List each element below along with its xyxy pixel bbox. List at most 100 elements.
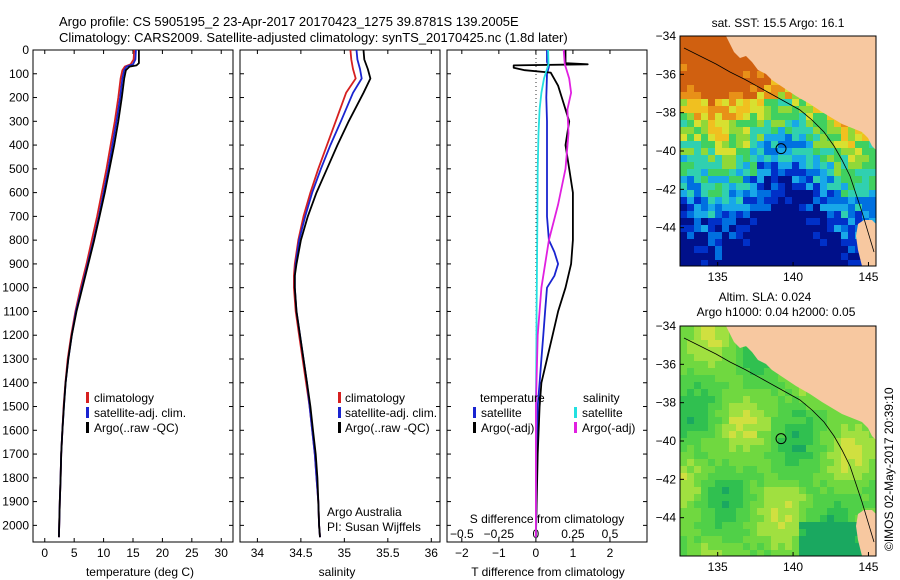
heatmap-cell [715,501,723,509]
heatmap-cell [743,438,751,446]
heatmap-cell [708,354,716,362]
heatmap-cell [757,99,765,107]
heatmap-cell [687,501,695,509]
heatmap-cell [792,162,800,170]
heatmap-cell [729,232,737,240]
heatmap-cell [764,375,772,383]
heatmap-cell [778,536,786,544]
heatmap-cell [708,438,716,446]
heatmap-cell [750,361,758,369]
heatmap-cell [771,487,779,495]
heatmap-cell [680,438,688,446]
heatmap-cell [694,162,702,170]
heatmap-cell [778,494,786,502]
heatmap-cell [694,127,702,135]
heatmap-cell [792,410,800,418]
heatmap-cell [680,403,688,411]
heatmap-cell [736,501,744,509]
heatmap-cell [813,190,821,198]
heatmap-cell [806,141,814,149]
heatmap-cell [701,57,709,65]
heatmap-cell [715,85,723,93]
heatmap-cell [806,522,814,530]
x-tick-label: 36 [425,546,439,560]
heatmap-cell [708,543,716,551]
x-tick-label: −2 [455,546,469,560]
heatmap-cell [869,466,876,474]
heatmap-cell [799,120,807,128]
heatmap-cell [680,183,688,191]
heatmap-cell [680,50,688,58]
heatmap-cell [722,211,730,219]
heatmap-cell [694,190,702,198]
heatmap-cell [694,120,702,128]
heatmap-cell [701,410,709,418]
heatmap-cell [792,169,800,177]
heatmap-cell [757,169,765,177]
heatmap-cell [799,529,807,537]
heatmap-cell [680,113,688,121]
heatmap-cell [687,445,695,453]
heatmap-cell [771,176,779,184]
heatmap-cell [806,246,814,254]
heatmap-cell [771,543,779,551]
heatmap-cell [862,134,870,142]
heatmap-cell [694,536,702,544]
heatmap-cell [722,85,730,93]
heatmap-cell [701,536,709,544]
heatmap-cell [862,183,870,191]
heatmap-cell [764,232,772,240]
heatmap-cell [806,466,814,474]
heatmap-cell [722,417,730,425]
heatmap-cell [764,466,772,474]
heatmap-cell [694,543,702,551]
heatmap-cell [806,127,814,135]
heatmap-cell [771,522,779,530]
heatmap-cell [813,508,821,516]
heatmap-cell [701,190,709,198]
heatmap-cell [750,64,758,72]
heatmap-cell [736,225,744,233]
heatmap-cell [687,85,695,93]
heatmap-cell [771,515,779,523]
heatmap-cell [757,452,765,460]
heatmap-cell [715,148,723,156]
heatmap-cell [729,92,737,100]
heatmap-cell [869,204,876,212]
lon-tick-label: 140 [783,560,803,574]
heatmap-cell [757,438,765,446]
heatmap-cell [722,452,730,460]
heatmap-cell [708,410,716,418]
x-tick-label: 35 [338,546,352,560]
heatmap-cell [806,501,814,509]
heatmap-cell [785,501,793,509]
heatmap-cell [764,190,772,198]
heatmap-cell [806,550,814,556]
legend-satellite: satellite-adj. clim. [345,406,437,420]
heatmap-cell [771,106,779,114]
heatmap-cell [736,232,744,240]
heatmap-cell [729,204,737,212]
sst-map-title: sat. SST: 15.5 Argo: 16.1 [712,16,845,30]
heatmap-cell [848,459,856,467]
lat-tick-label: −44 [656,221,677,235]
series-line-argo-raw-qc [293,49,372,538]
heatmap-cell [680,375,688,383]
heatmap-cell [764,424,772,432]
heatmap-cell [792,438,800,446]
heatmap-cell [841,473,849,481]
temperature-series [58,49,140,538]
heatmap-cell [813,246,821,254]
heatmap-cell [771,253,779,261]
heatmap-cell [750,78,758,86]
heatmap-cell [743,347,751,355]
heatmap-cell [750,260,758,266]
heatmap-cell [736,459,744,467]
heatmap-cell [729,543,737,551]
heatmap-cell [680,190,688,198]
heatmap-cell [722,218,730,226]
heatmap-cell [778,113,786,121]
heatmap-cell [841,417,849,425]
heatmap-cell [785,99,793,107]
heatmap-cell [687,204,695,212]
